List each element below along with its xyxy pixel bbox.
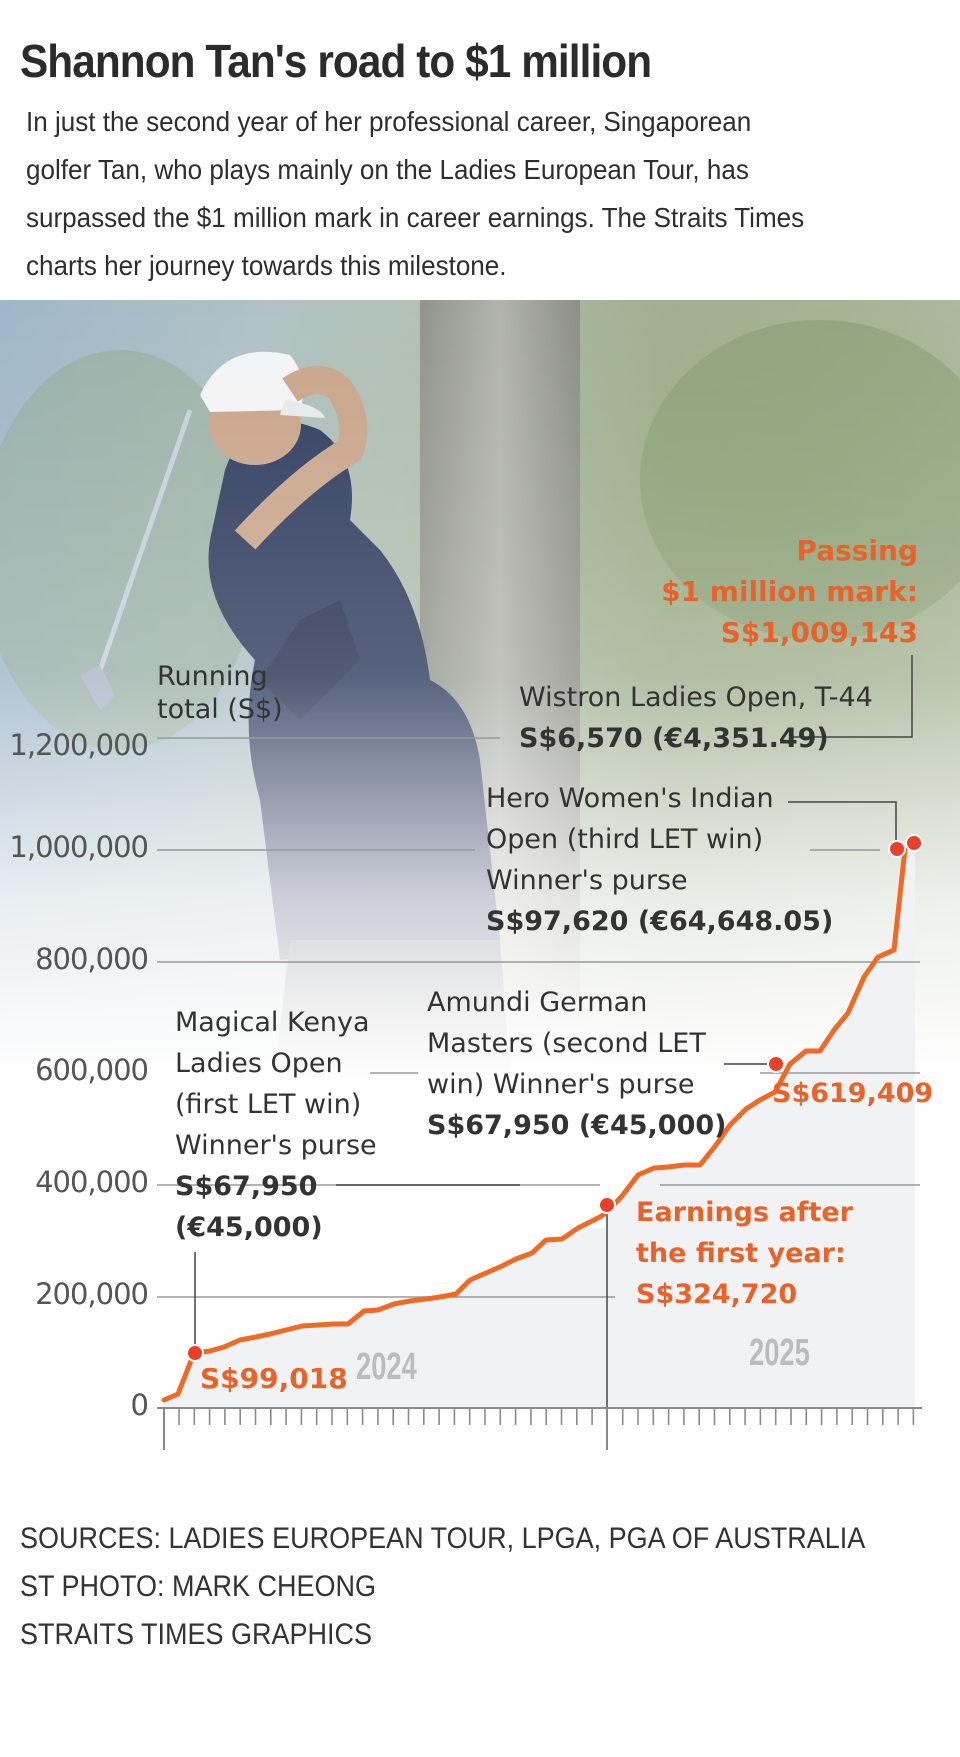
y-axis-title-text: Running total (S$) — [157, 661, 283, 725]
annotation-line: the first year: — [636, 1238, 846, 1269]
annotation-line: Passing — [796, 534, 918, 567]
annotation-value: (€45,000) — [175, 1212, 323, 1243]
annotation-value: S$97,620 (€64,648.05) — [486, 906, 834, 937]
intro-line: charts her journey towards this mileston… — [26, 250, 507, 281]
annotation-value: S$67,950 — [175, 1171, 318, 1202]
intro-line: surpassed the $1 million mark in career … — [26, 202, 805, 233]
year-label-2025: 2025 — [749, 1332, 810, 1374]
annotation-line: (first LET win) — [175, 1089, 362, 1120]
y-tick-label: 1,000,000 — [9, 830, 149, 864]
y-tick-label: 800,000 — [35, 942, 149, 976]
annotation-line: Magical Kenya — [175, 1007, 370, 1038]
dot-wistron — [905, 834, 923, 852]
annotation-hero: Hero Women's Indian Open (third LET win)… — [486, 778, 833, 942]
dot-amundi — [767, 1055, 785, 1073]
annotation-line: Wistron Ladies Open, T-44 — [519, 682, 873, 713]
annotation-line: Amundi German — [427, 987, 648, 1018]
annotation-line: Winner's purse — [486, 865, 688, 896]
annotation-line: Ladies Open — [175, 1048, 343, 1079]
earnings-line — [161, 846, 908, 1403]
footer-photo-credit: ST PHOTO: MARK CHEONG — [20, 1570, 377, 1603]
annotation-first-year: Earnings after the first year: S$324,720 — [636, 1192, 853, 1315]
x-axis — [157, 1407, 922, 1450]
y-tick-label: 0 — [130, 1388, 149, 1422]
gridlines — [157, 737, 920, 1298]
intro-line: golfer Tan, who plays mainly on the Ladi… — [26, 154, 749, 185]
y-tick-label: 200,000 — [35, 1277, 149, 1311]
point-label-619409: S$619,409 — [772, 1078, 934, 1109]
dot-kenya — [186, 1344, 204, 1362]
annotation-wistron: Wistron Ladies Open, T-44 S$6,570 (€4,35… — [519, 677, 873, 759]
annotation-passing-million: Passing $1 million mark: S$1,009,143 — [661, 530, 918, 653]
annotation-value: S$324,720 — [636, 1279, 798, 1310]
y-tick-label: 600,000 — [35, 1053, 149, 1087]
annotation-line: win) Winner's purse — [427, 1069, 695, 1100]
footer-graphics-credit: STRAITS TIMES GRAPHICS — [20, 1618, 373, 1651]
annotation-line: Hero Women's Indian — [486, 783, 774, 814]
page-title: Shannon Tan's road to $1 million — [20, 35, 652, 87]
point-label-99018: S$99,018 — [200, 1362, 348, 1395]
intro-line: In just the second year of her professio… — [26, 106, 752, 137]
x-axis-ticks — [178, 1408, 915, 1425]
golfer-photo-background — [0, 300, 960, 1380]
annotation-kenya: Magical Kenya Ladies Open (first LET win… — [175, 1002, 377, 1248]
annotation-line: Winner's purse — [175, 1130, 377, 1161]
annotation-line: Masters (second LET — [427, 1028, 706, 1059]
annotation-line: Open (third LET win) — [486, 824, 764, 855]
annotation-line: Earnings after — [636, 1197, 853, 1228]
dot-first-year — [598, 1196, 616, 1214]
annotation-value: S$67,950 (€45,000) — [427, 1110, 727, 1141]
y-tick-label: 400,000 — [35, 1165, 149, 1199]
annotation-line: $1 million mark: — [661, 575, 918, 608]
y-axis-title: Running total (S$) — [157, 660, 297, 726]
intro-text: In just the second year of her professio… — [26, 98, 882, 290]
year-label-2024: 2024 — [356, 1346, 417, 1388]
highlight-dots — [186, 834, 923, 1362]
photo-illustration — [0, 300, 960, 1380]
y-tick-label: 1,200,000 — [9, 728, 149, 762]
dot-hero — [888, 840, 906, 858]
footer-sources: SOURCES: LADIES EUROPEAN TOUR, LPGA, PGA… — [20, 1522, 866, 1555]
area-under-line — [164, 845, 915, 1408]
annotation-value: S$1,009,143 — [720, 616, 918, 649]
annotation-amundi: Amundi German Masters (second LET win) W… — [427, 982, 726, 1146]
annotation-value: S$6,570 (€4,351.49) — [519, 723, 829, 754]
